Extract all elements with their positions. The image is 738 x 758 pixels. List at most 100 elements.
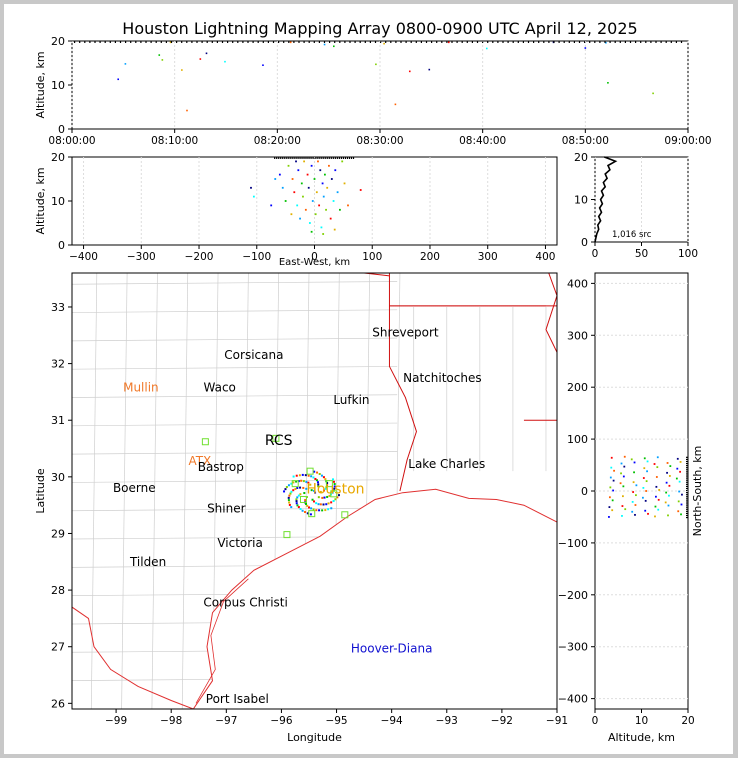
- time-point: [383, 42, 385, 45]
- time-point-top: [395, 41, 397, 43]
- y-tick-label: 32: [51, 358, 65, 371]
- y-axis-label: Latitude: [34, 468, 47, 514]
- lightning-source: [287, 484, 290, 487]
- ns-point: [623, 455, 626, 458]
- ns-point-top: [686, 487, 688, 490]
- ew-point: [341, 160, 344, 163]
- ew-point-top: [332, 157, 334, 159]
- ew-point: [274, 178, 277, 180]
- ns-point: [668, 494, 670, 497]
- time-point-top: [410, 41, 412, 43]
- ew-point: [320, 226, 323, 229]
- ns-point: [646, 470, 648, 473]
- lightning-source: [309, 483, 312, 486]
- ns-point-top: [686, 481, 688, 483]
- map-label: Lufkin: [333, 393, 369, 407]
- ns-point-top: [686, 458, 688, 461]
- ns-point: [612, 489, 615, 492]
- time-point-top: [191, 41, 193, 43]
- y-tick-label: 0: [581, 236, 588, 249]
- time-point: [199, 58, 202, 60]
- time-point-top: [624, 41, 626, 43]
- lightning-source: [312, 476, 315, 479]
- ns-point: [624, 508, 627, 511]
- time-point-top: [670, 41, 672, 43]
- figure-frame: Houston Lightning Mapping Array 0800-090…: [4, 4, 733, 754]
- lightning-source: [306, 512, 309, 515]
- time-point-top: [206, 41, 208, 43]
- lightning-source: [322, 489, 325, 492]
- ns-point-top: [686, 492, 688, 494]
- time-point: [262, 64, 264, 66]
- ns-point: [676, 457, 679, 460]
- ns-point: [631, 510, 634, 513]
- ns-point: [612, 479, 615, 482]
- lightning-source: [331, 478, 334, 481]
- ns-point: [642, 486, 645, 489]
- y-tick-label: 26: [51, 697, 65, 710]
- y-tick-label: 31: [51, 414, 65, 427]
- lightning-source: [296, 504, 299, 507]
- y-tick-label: 10: [51, 195, 65, 208]
- lightning-source: [317, 483, 320, 486]
- lightning-source: [296, 496, 299, 499]
- map-label: Boerne: [113, 481, 156, 495]
- time-point-top: [635, 41, 637, 43]
- ew-point: [299, 217, 301, 220]
- time-point: [428, 68, 431, 71]
- ns-point: [611, 509, 614, 512]
- lightning-source: [322, 503, 325, 506]
- ew-point-top: [302, 157, 304, 159]
- ns-point: [620, 462, 623, 465]
- lightning-source: [288, 503, 291, 506]
- time-point-top: [89, 41, 91, 43]
- ns-point-top: [686, 465, 688, 467]
- x-tick-label: 08:00:00: [48, 135, 95, 147]
- map-label: Tilden: [129, 555, 166, 569]
- map-label: ATX: [188, 454, 211, 468]
- time-point-top: [252, 41, 254, 43]
- lightning-source: [320, 474, 323, 477]
- ns-point-top: [686, 479, 688, 481]
- lightning-source: [292, 475, 295, 478]
- ew-point-top: [326, 157, 328, 159]
- ew-point: [339, 208, 341, 211]
- ns-point: [619, 482, 622, 485]
- time-point: [181, 69, 183, 71]
- county-line: [121, 273, 128, 709]
- lightning-source: [319, 503, 322, 506]
- x-tick-label: 20: [681, 715, 694, 727]
- lightning-source: [296, 486, 299, 489]
- ns-point: [666, 462, 669, 464]
- lightning-source: [290, 482, 293, 485]
- ns-point: [676, 467, 679, 470]
- time-point-top: [538, 41, 540, 43]
- ew-point-top: [336, 157, 338, 159]
- ew-point: [291, 178, 294, 180]
- station-marker: [201, 438, 209, 446]
- ns-point: [654, 515, 656, 518]
- time-point-top: [665, 41, 667, 43]
- county-line: [72, 281, 398, 285]
- ew-point: [329, 217, 332, 220]
- y-tick-label: 0: [58, 239, 65, 252]
- time-point-top: [329, 41, 331, 43]
- ns-point-top: [686, 469, 688, 471]
- time-point-top: [415, 41, 417, 43]
- ns-point-top: [686, 514, 688, 517]
- lightning-source: [326, 495, 329, 498]
- x-tick-label: −100: [242, 251, 271, 263]
- time-point-top: [354, 41, 356, 43]
- x-tick-label: 08:40:00: [459, 135, 506, 147]
- ew-point-top: [334, 157, 336, 159]
- ew-point: [323, 173, 326, 176]
- map-content: Shreveport Corsicana Natchitoches Mullin Wac…: [72, 273, 557, 709]
- ew-point: [326, 186, 329, 189]
- county-line: [72, 309, 398, 313]
- ew-point: [322, 195, 325, 198]
- time-point-top: [456, 41, 458, 43]
- time-point-top: [232, 41, 234, 43]
- lightning-source: [287, 496, 290, 499]
- x-tick-label: −97: [215, 715, 237, 727]
- ns-point: [631, 501, 634, 503]
